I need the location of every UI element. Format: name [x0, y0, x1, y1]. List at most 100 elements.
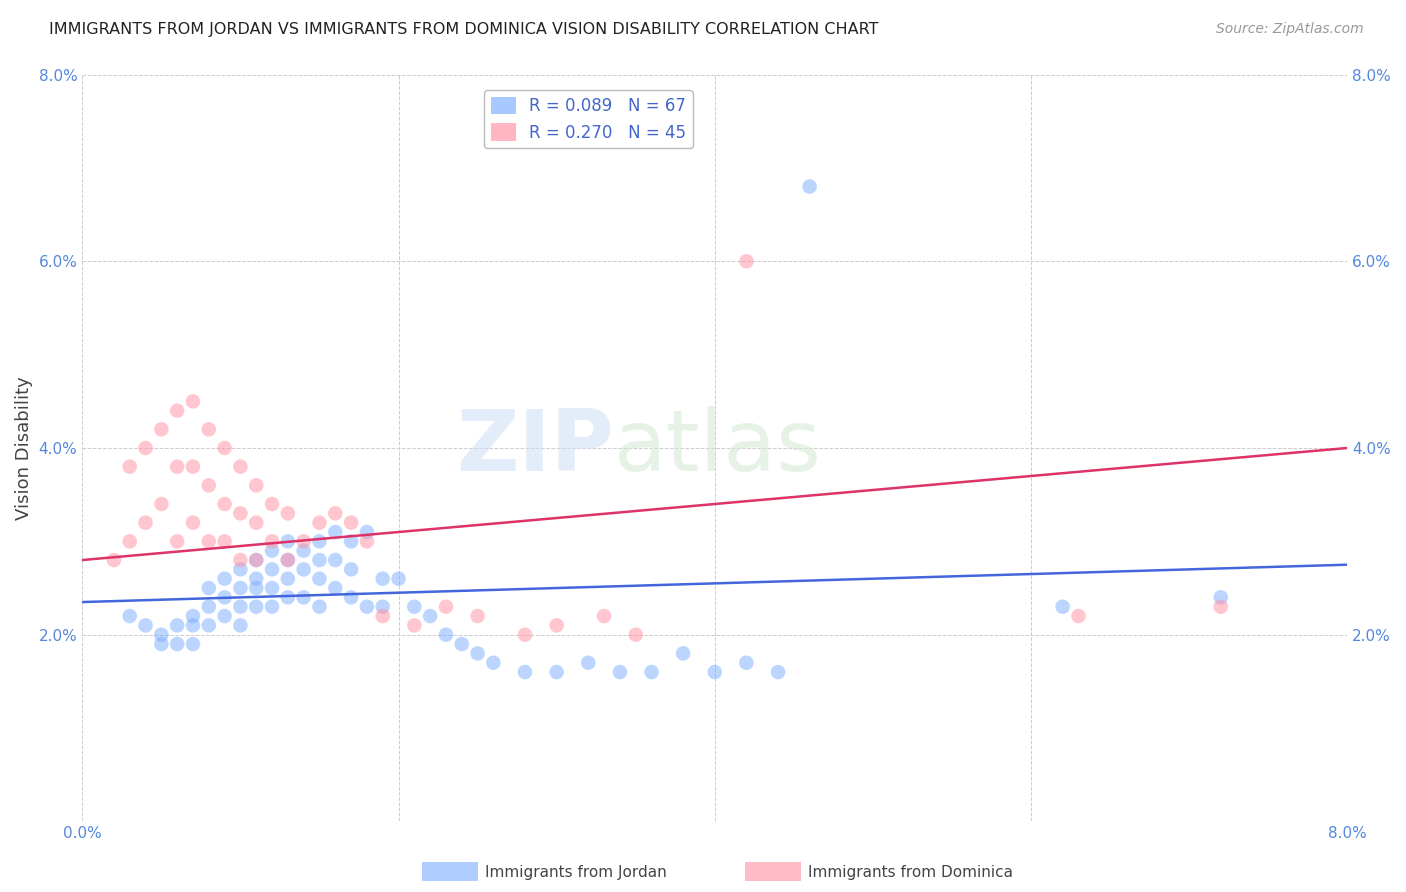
Y-axis label: Vision Disability: Vision Disability	[15, 376, 32, 520]
Text: Immigrants from Jordan: Immigrants from Jordan	[485, 865, 666, 880]
Point	[371, 609, 394, 624]
Point	[404, 618, 426, 632]
Point	[513, 665, 536, 679]
Point	[181, 618, 204, 632]
Point	[735, 656, 758, 670]
Point	[135, 516, 157, 530]
Point	[181, 609, 204, 624]
Point	[1209, 591, 1232, 605]
Point	[150, 637, 173, 651]
Point	[197, 581, 219, 595]
Point	[672, 647, 695, 661]
Point	[181, 459, 204, 474]
Point	[260, 497, 283, 511]
Point	[467, 609, 489, 624]
Point	[260, 581, 283, 595]
Point	[245, 516, 267, 530]
Point	[103, 553, 125, 567]
Point	[323, 581, 346, 595]
Point	[118, 459, 141, 474]
Point	[467, 647, 489, 661]
Text: Immigrants from Dominica: Immigrants from Dominica	[808, 865, 1014, 880]
Point	[150, 497, 173, 511]
Point	[513, 628, 536, 642]
Point	[277, 553, 299, 567]
Point	[135, 441, 157, 455]
Point	[229, 581, 252, 595]
Point	[546, 618, 568, 632]
Point	[277, 507, 299, 521]
Point	[308, 516, 330, 530]
Point	[277, 553, 299, 567]
Point	[245, 572, 267, 586]
Point	[434, 599, 457, 614]
Point	[356, 599, 378, 614]
Point	[214, 609, 236, 624]
Point	[166, 534, 188, 549]
Point	[735, 254, 758, 268]
Point	[229, 553, 252, 567]
Point	[135, 618, 157, 632]
Point	[118, 534, 141, 549]
Point	[229, 459, 252, 474]
Point	[323, 524, 346, 539]
Point	[214, 591, 236, 605]
Point	[277, 572, 299, 586]
Point	[181, 394, 204, 409]
Point	[292, 591, 315, 605]
Point	[150, 628, 173, 642]
Point	[323, 553, 346, 567]
Point	[229, 507, 252, 521]
Point	[197, 534, 219, 549]
Text: atlas: atlas	[613, 407, 821, 490]
Point	[371, 572, 394, 586]
Point	[229, 562, 252, 576]
Point	[340, 516, 363, 530]
Point	[260, 534, 283, 549]
Point	[387, 572, 409, 586]
Point	[434, 628, 457, 642]
Point	[260, 599, 283, 614]
Legend: R = 0.089   N = 67, R = 0.270   N = 45: R = 0.089 N = 67, R = 0.270 N = 45	[484, 90, 693, 148]
Point	[214, 534, 236, 549]
Point	[245, 581, 267, 595]
Point	[197, 599, 219, 614]
Point	[624, 628, 647, 642]
Point	[1067, 609, 1090, 624]
Text: IMMIGRANTS FROM JORDAN VS IMMIGRANTS FROM DOMINICA VISION DISABILITY CORRELATION: IMMIGRANTS FROM JORDAN VS IMMIGRANTS FRO…	[49, 22, 879, 37]
Point	[197, 422, 219, 436]
Point	[371, 599, 394, 614]
Point	[277, 534, 299, 549]
Point	[181, 516, 204, 530]
Point	[766, 665, 789, 679]
Point	[404, 599, 426, 614]
Point	[308, 599, 330, 614]
Point	[292, 543, 315, 558]
Point	[419, 609, 441, 624]
Point	[308, 534, 330, 549]
Point	[292, 562, 315, 576]
Point	[166, 637, 188, 651]
Point	[609, 665, 631, 679]
Point	[546, 665, 568, 679]
Point	[197, 618, 219, 632]
Point	[150, 422, 173, 436]
Point	[356, 534, 378, 549]
Point	[166, 403, 188, 417]
Point	[260, 543, 283, 558]
Point	[340, 562, 363, 576]
Point	[593, 609, 616, 624]
Point	[245, 599, 267, 614]
Point	[118, 609, 141, 624]
Point	[166, 618, 188, 632]
Point	[308, 553, 330, 567]
Point	[340, 591, 363, 605]
Point	[323, 507, 346, 521]
Point	[245, 553, 267, 567]
Point	[181, 637, 204, 651]
Point	[340, 534, 363, 549]
Point	[245, 553, 267, 567]
Point	[197, 478, 219, 492]
Point	[277, 591, 299, 605]
Point	[308, 572, 330, 586]
